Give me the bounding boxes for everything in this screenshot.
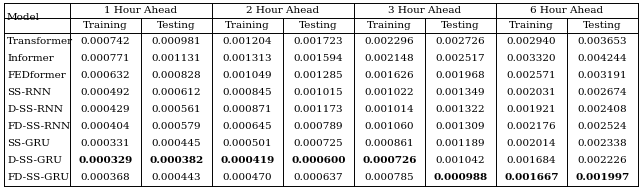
Text: 0.000771: 0.000771 xyxy=(81,54,131,63)
Text: SS-RNN: SS-RNN xyxy=(7,88,51,97)
Text: 0.004244: 0.004244 xyxy=(578,54,627,63)
Text: 0.002148: 0.002148 xyxy=(365,54,414,63)
Text: 3 Hour Ahead: 3 Hour Ahead xyxy=(388,6,461,15)
Text: 0.000382: 0.000382 xyxy=(149,156,204,165)
Text: 0.001921: 0.001921 xyxy=(507,105,556,114)
Text: 0.002517: 0.002517 xyxy=(436,54,485,63)
Text: Informer: Informer xyxy=(7,54,54,63)
Text: 0.000470: 0.000470 xyxy=(223,173,272,182)
Text: 0.000579: 0.000579 xyxy=(152,122,202,131)
Text: 0.002014: 0.002014 xyxy=(507,139,556,148)
Text: 0.003653: 0.003653 xyxy=(578,37,627,46)
Text: 0.001131: 0.001131 xyxy=(152,54,202,63)
Text: FEDformer: FEDformer xyxy=(7,71,66,80)
Text: 0.000443: 0.000443 xyxy=(152,173,202,182)
Text: 0.000645: 0.000645 xyxy=(223,122,272,131)
Text: 0.001309: 0.001309 xyxy=(436,122,485,131)
Text: 0.001022: 0.001022 xyxy=(365,88,414,97)
Text: 2 Hour Ahead: 2 Hour Ahead xyxy=(246,6,319,15)
Text: 0.000331: 0.000331 xyxy=(81,139,131,148)
Text: 0.001997: 0.001997 xyxy=(575,173,630,182)
Text: 0.000726: 0.000726 xyxy=(362,156,417,165)
Text: 0.000429: 0.000429 xyxy=(81,105,131,114)
Text: 0.001684: 0.001684 xyxy=(507,156,556,165)
Text: 0.001060: 0.001060 xyxy=(365,122,414,131)
Text: 0.001594: 0.001594 xyxy=(294,54,343,63)
Text: 0.000329: 0.000329 xyxy=(78,156,132,165)
Text: D-SS-GRU: D-SS-GRU xyxy=(7,156,62,165)
Text: 0.001189: 0.001189 xyxy=(436,139,485,148)
Text: 0.000600: 0.000600 xyxy=(291,156,346,165)
Text: Testing: Testing xyxy=(157,21,196,30)
Text: 0.002338: 0.002338 xyxy=(578,139,627,148)
Text: 0.002176: 0.002176 xyxy=(507,122,556,131)
Text: 0.000419: 0.000419 xyxy=(220,156,275,165)
Text: 0.003191: 0.003191 xyxy=(578,71,627,80)
Text: 0.000501: 0.000501 xyxy=(223,139,272,148)
Text: 0.000725: 0.000725 xyxy=(294,139,343,148)
Text: 0.000981: 0.000981 xyxy=(152,37,202,46)
Text: 0.002408: 0.002408 xyxy=(578,105,627,114)
Text: SS-GRU: SS-GRU xyxy=(7,139,50,148)
Text: 0.000861: 0.000861 xyxy=(365,139,414,148)
Text: 0.001014: 0.001014 xyxy=(365,105,414,114)
Text: 0.000845: 0.000845 xyxy=(223,88,272,97)
Text: 0.000988: 0.000988 xyxy=(433,173,488,182)
Text: 0.001322: 0.001322 xyxy=(436,105,485,114)
Text: 0.001285: 0.001285 xyxy=(294,71,343,80)
Text: 0.002674: 0.002674 xyxy=(578,88,627,97)
Text: 0.001626: 0.001626 xyxy=(365,71,414,80)
Text: 0.000612: 0.000612 xyxy=(152,88,202,97)
Text: 0.000632: 0.000632 xyxy=(81,71,131,80)
Text: Testing: Testing xyxy=(441,21,480,30)
Text: 0.000445: 0.000445 xyxy=(152,139,202,148)
Text: 0.002940: 0.002940 xyxy=(507,37,556,46)
Text: 0.001723: 0.001723 xyxy=(294,37,343,46)
Text: Training: Training xyxy=(225,21,270,30)
Text: Transformer: Transformer xyxy=(7,37,73,46)
Text: 0.000789: 0.000789 xyxy=(294,122,343,131)
Text: 0.000561: 0.000561 xyxy=(152,105,202,114)
Text: 0.000785: 0.000785 xyxy=(365,173,414,182)
Text: 0.003320: 0.003320 xyxy=(507,54,556,63)
Text: 0.002524: 0.002524 xyxy=(578,122,627,131)
Text: 0.000492: 0.000492 xyxy=(81,88,131,97)
Text: 0.002296: 0.002296 xyxy=(365,37,414,46)
Text: 0.002726: 0.002726 xyxy=(436,37,485,46)
Text: 0.000368: 0.000368 xyxy=(81,173,131,182)
Text: D-SS-RNN: D-SS-RNN xyxy=(7,105,63,114)
Text: 0.002031: 0.002031 xyxy=(507,88,556,97)
Text: 0.000404: 0.000404 xyxy=(81,122,131,131)
Text: 6 Hour Ahead: 6 Hour Ahead xyxy=(531,6,604,15)
Text: Training: Training xyxy=(509,21,554,30)
Text: 0.001015: 0.001015 xyxy=(294,88,343,97)
Text: 0.000742: 0.000742 xyxy=(81,37,131,46)
Text: 0.000637: 0.000637 xyxy=(294,173,343,182)
Text: 0.001313: 0.001313 xyxy=(223,54,272,63)
Text: 0.001173: 0.001173 xyxy=(294,105,343,114)
Text: 0.000828: 0.000828 xyxy=(152,71,202,80)
Text: 0.002571: 0.002571 xyxy=(507,71,556,80)
Text: 0.001042: 0.001042 xyxy=(436,156,485,165)
Text: Testing: Testing xyxy=(299,21,338,30)
Text: 0.001667: 0.001667 xyxy=(504,173,559,182)
Text: 1 Hour Ahead: 1 Hour Ahead xyxy=(104,6,177,15)
Text: Testing: Testing xyxy=(583,21,622,30)
Text: 0.001349: 0.001349 xyxy=(436,88,485,97)
Text: Model: Model xyxy=(7,13,40,22)
Text: Training: Training xyxy=(83,21,128,30)
Text: 0.000871: 0.000871 xyxy=(223,105,272,114)
Text: FD-SS-RNN: FD-SS-RNN xyxy=(7,122,70,131)
Text: 0.001968: 0.001968 xyxy=(436,71,485,80)
Text: 0.002226: 0.002226 xyxy=(578,156,627,165)
Text: Training: Training xyxy=(367,21,412,30)
Text: 0.001049: 0.001049 xyxy=(223,71,272,80)
Text: FD-SS-GRU: FD-SS-GRU xyxy=(7,173,69,182)
Text: 0.001204: 0.001204 xyxy=(223,37,272,46)
